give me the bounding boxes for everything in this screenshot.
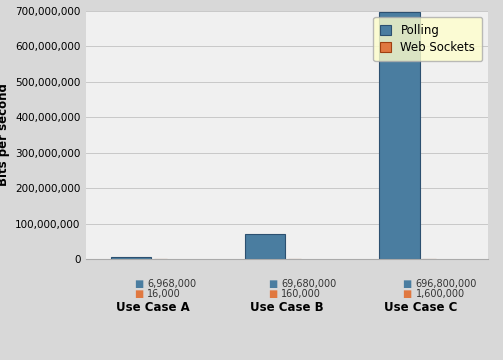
Text: 160,000: 160,000 xyxy=(281,289,321,300)
Text: 1,600,000: 1,600,000 xyxy=(415,289,465,300)
Bar xyxy=(379,12,420,259)
Text: 69,680,000: 69,680,000 xyxy=(281,279,337,289)
Text: ■: ■ xyxy=(268,279,277,289)
Text: 696,800,000: 696,800,000 xyxy=(415,279,477,289)
Text: ■: ■ xyxy=(402,289,411,300)
Bar xyxy=(245,234,285,259)
Bar xyxy=(111,257,151,259)
Legend: Polling, Web Sockets: Polling, Web Sockets xyxy=(373,17,482,61)
Y-axis label: Bits per second: Bits per second xyxy=(0,84,10,186)
Text: ■: ■ xyxy=(268,289,277,300)
Bar xyxy=(422,258,436,259)
Text: ■: ■ xyxy=(402,279,411,289)
Text: ■: ■ xyxy=(134,279,143,289)
Text: 6,968,000: 6,968,000 xyxy=(147,279,196,289)
Text: ■: ■ xyxy=(134,289,143,300)
Text: 16,000: 16,000 xyxy=(147,289,181,300)
